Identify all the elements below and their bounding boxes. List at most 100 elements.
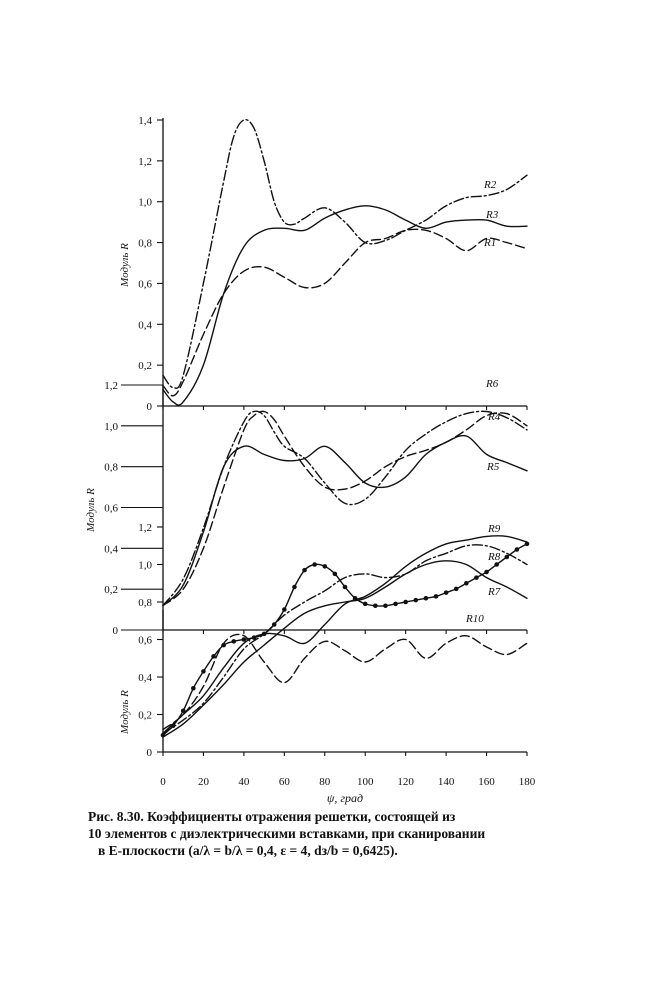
y-tick-label: 0,2	[138, 710, 152, 722]
series-r10-point	[504, 554, 510, 560]
series-r10-point	[201, 669, 206, 674]
y-tick-label: 1,4	[138, 115, 152, 127]
caption-line-3: в E-плоскости (a/λ = b/λ = 0,4, ε = 4, d…	[98, 843, 398, 858]
series-r10-point	[464, 580, 469, 586]
series-r10-point	[423, 595, 429, 601]
series-r10-point	[191, 685, 196, 691]
x-tick-label: 140	[438, 776, 455, 788]
caption-line-2: 10 элементов с диэлектрическими вставкам…	[88, 826, 486, 841]
series-r10-point	[261, 631, 267, 637]
y-axis-title: Модуль R	[119, 243, 131, 288]
y-tick-label: 0,8	[138, 597, 152, 609]
x-axis-title: ψ, град	[327, 791, 363, 805]
y-tick-label: 0	[147, 747, 153, 759]
series-r3-label: R3	[485, 209, 499, 221]
series-r5-line	[162, 434, 528, 607]
series-r10-point	[322, 564, 328, 569]
y-tick-label: 0	[147, 401, 153, 413]
series-r1-label: R1	[483, 237, 496, 249]
x-tick-label: 180	[519, 776, 536, 788]
series-r10-point	[302, 567, 307, 573]
series-r10-point	[362, 601, 368, 607]
series-r9-line	[162, 535, 528, 734]
y-tick-label: 0,8	[138, 238, 152, 250]
x-tick-label: 60	[279, 776, 291, 788]
series-r10-point	[160, 732, 166, 738]
series-r10-point	[352, 595, 358, 601]
y-tick-label: 0,4	[138, 672, 152, 684]
x-tick-label: 100	[357, 776, 374, 788]
series-r10-point	[271, 622, 277, 627]
series-r10-point	[251, 635, 257, 640]
y-tick-label: 0,8	[104, 462, 118, 474]
series-r9-label: R9	[487, 523, 501, 535]
series-unlabeled-line	[162, 633, 528, 731]
series-r8-line	[162, 544, 528, 734]
series-r10-point	[413, 597, 419, 603]
series-r6-line	[162, 410, 528, 607]
x-tick-label: 0	[160, 776, 166, 788]
series-r4-line	[162, 410, 528, 607]
y-axis-title: Модуль R	[119, 690, 131, 735]
series-r7-label: R7	[487, 586, 501, 598]
series-r2-line	[162, 118, 528, 389]
series-r10-point	[474, 575, 479, 580]
x-tick-label: 120	[397, 776, 414, 788]
x-tick-label: 160	[478, 776, 495, 788]
y-tick-label: 0,2	[138, 360, 152, 372]
panel-1: 0 0,2 0,4 0,6 0,8 1,0 1,2 1,4 Модуль R R1 R2 R3	[119, 115, 528, 413]
series-r10-point	[443, 590, 449, 595]
series-r3-line	[162, 205, 528, 406]
figure-caption: Рис. 8.30. Коэффициенты отражения решетк…	[88, 808, 558, 859]
series-r10-point	[231, 639, 237, 644]
y-tick-label: 0	[113, 625, 119, 637]
series-r10-point	[514, 547, 520, 552]
y-tick-label: 0,6	[138, 635, 152, 647]
series-r10-point	[211, 654, 216, 659]
panel-3: 0 0,2 0,4 0,6 0,8 1,0 1,2 Модуль R 0 20 40 60 80 100 1…	[119, 522, 536, 805]
series-r10-point	[241, 637, 247, 642]
series-r2-label: R2	[483, 179, 497, 191]
series-r8-label: R8	[487, 551, 501, 563]
y-tick-label: 1,0	[104, 421, 118, 433]
series-r10-point	[180, 708, 186, 714]
series-r10-label: R10	[465, 613, 484, 625]
y-axis-title: Модуль R	[85, 488, 97, 533]
series-r10-point	[484, 569, 489, 575]
y-tick-label: 1,2	[104, 380, 118, 392]
y-tick-label: 0,4	[104, 543, 118, 555]
series-r7-line	[162, 560, 528, 738]
y-tick-label: 1,0	[138, 560, 152, 572]
series-r10-point	[312, 562, 317, 567]
series-r10-point	[524, 541, 530, 547]
series-r10-point	[373, 603, 378, 609]
series-r10-point	[282, 607, 287, 612]
series-r1-line	[162, 228, 528, 397]
y-tick-label: 0,4	[138, 319, 152, 331]
series-r10-point	[453, 586, 459, 592]
series-r6-label: R6	[485, 378, 499, 390]
series-r5-label: R5	[486, 461, 500, 473]
series-r10-point	[433, 594, 439, 599]
series-r10-point	[292, 584, 297, 590]
y-tick-label: 0,2	[104, 584, 118, 596]
chart-panels: 0 0,2 0,4 0,6 0,8 1,0 1,2 1,4 Модуль R R1 R2 R3 0 0,2…	[85, 115, 536, 805]
y-tick-label: 1,0	[138, 197, 152, 209]
y-tick-label: 1,2	[138, 522, 152, 534]
series-r10-point	[494, 562, 499, 567]
series-r10-point	[332, 571, 338, 577]
series-r10-point	[342, 584, 348, 590]
x-tick-label: 80	[319, 776, 331, 788]
series-r10-point	[170, 723, 176, 729]
y-tick-label: 0,6	[138, 278, 152, 290]
series-r10-point	[403, 599, 408, 605]
y-tick-label: 0,6	[104, 503, 118, 515]
series-r10-point	[393, 601, 398, 607]
x-tick-label: 40	[238, 776, 250, 788]
caption-line-1: Рис. 8.30. Коэффициенты отражения решетк…	[88, 809, 456, 824]
y-tick-label: 1,2	[138, 156, 152, 168]
x-tick-label: 20	[198, 776, 210, 788]
series-r10-point	[383, 603, 388, 609]
